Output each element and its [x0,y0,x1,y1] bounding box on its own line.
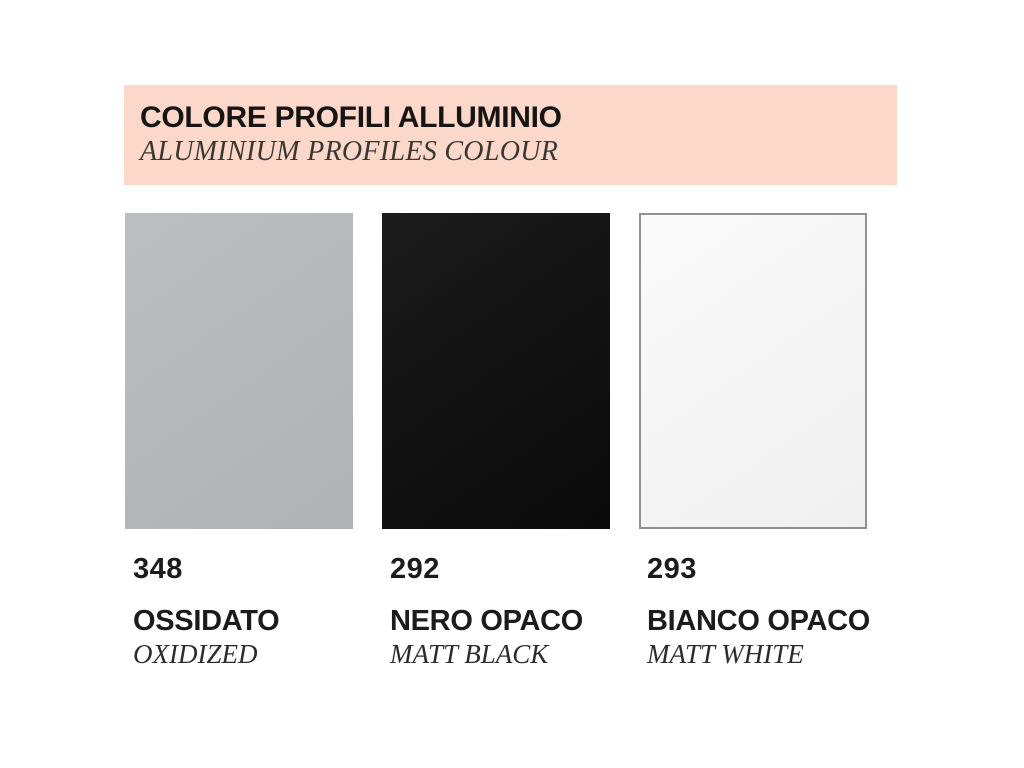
color-swatch-matt-black [382,213,610,529]
swatch-column-matt-black: 292 NERO OPACO MATT BLACK [382,213,610,669]
swatch-column-matt-white: 293 BIANCO OPACO MATT WHITE [639,213,871,669]
swatch-translation: MATT BLACK [390,639,549,669]
swatch-code: 293 [647,553,697,585]
swatch-translation: MATT WHITE [647,639,804,669]
swatch-name: NERO OPACO [390,605,584,637]
swatch-name: OSSIDATO [133,605,280,637]
swatch-grid: 348 OSSIDATO OXIDIZED 292 NERO OPACO MAT… [125,213,871,669]
swatch-name: BIANCO OPACO [647,605,871,637]
page-title: COLORE PROFILI ALLUMINIO [140,101,562,134]
swatch-code: 292 [390,553,440,585]
swatch-code: 348 [133,553,183,585]
swatch-column-oxidized: 348 OSSIDATO OXIDIZED [125,213,353,669]
swatch-translation: OXIDIZED [133,639,258,669]
color-swatch-matt-white [639,213,867,529]
color-swatch-oxidized [125,213,353,529]
page-subtitle: ALUMINIUM PROFILES COLOUR [140,136,559,167]
header-band: COLORE PROFILI ALLUMINIO ALUMINIUM PROFI… [124,85,897,185]
